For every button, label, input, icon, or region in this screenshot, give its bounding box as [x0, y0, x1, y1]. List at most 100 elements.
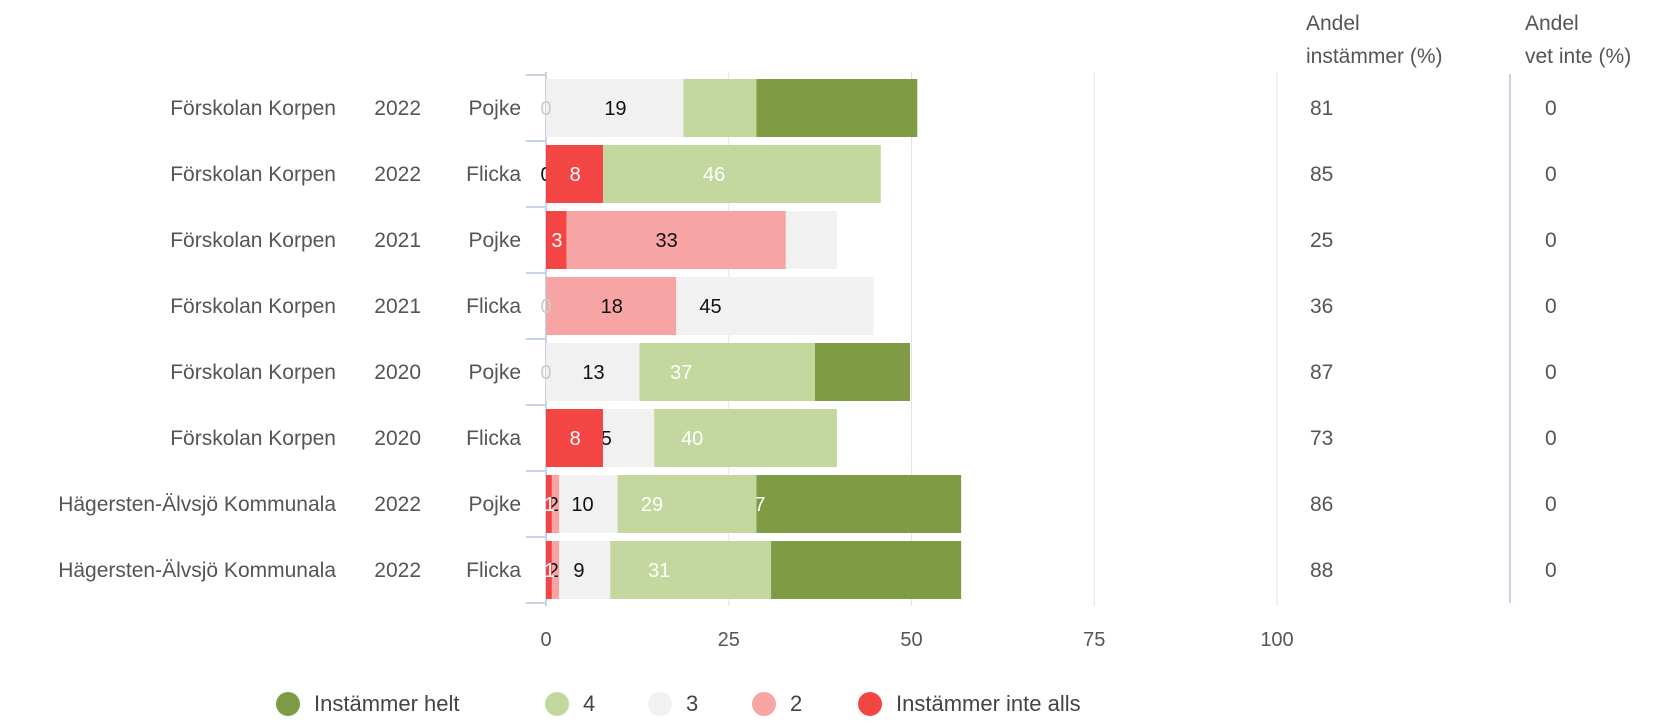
row-label-year: 2022 — [374, 163, 421, 186]
x-tick-label: 75 — [1083, 629, 1105, 651]
row-label-year: 2021 — [374, 229, 421, 252]
bar-value-label: 8 — [570, 428, 581, 450]
andel-vet-inte-value: 0 — [1545, 295, 1557, 318]
row-label-year: 2022 — [374, 97, 421, 120]
andel-instammer-value: 36 — [1310, 295, 1333, 318]
row-label-year: 2022 — [374, 559, 421, 582]
andel-vet-inte-value: 0 — [1545, 427, 1557, 450]
legend-swatch — [858, 692, 882, 716]
row-label-gender: Pojke — [468, 361, 521, 384]
row-label-gender: Pojke — [468, 493, 521, 516]
bar-value-label: 31 — [648, 560, 670, 582]
andel-instammer-value: 85 — [1310, 163, 1333, 186]
row-label-year: 2021 — [374, 295, 421, 318]
andel-vet-inte-value: 0 — [1545, 559, 1557, 582]
bar-value-label: 45 — [699, 296, 721, 318]
bar-value-label: 8 — [570, 164, 581, 186]
x-tick-label: 0 — [540, 629, 551, 651]
bar-value-label: 0 — [540, 296, 551, 318]
andel-instammer-value: 86 — [1310, 493, 1333, 516]
bar-value-label: 19 — [604, 98, 626, 120]
header-andel-vet-inte: Andel — [1525, 12, 1579, 35]
header-andel-instammer: Andel — [1306, 12, 1360, 35]
row-label-name: Förskolan Korpen — [170, 295, 336, 318]
bar-value-label: 10 — [571, 494, 593, 516]
row-label-year: 2022 — [374, 493, 421, 516]
legend-item: 2 — [752, 686, 802, 722]
legend-label: 4 — [583, 691, 596, 716]
row-label-name: Förskolan Korpen — [170, 427, 336, 450]
andel-instammer-value: 87 — [1310, 361, 1333, 384]
row-label-year: 2020 — [374, 361, 421, 384]
row-label-gender: Pojke — [468, 229, 521, 252]
side-values-group: 81 0 85 0 25 0 36 0 87 0 73 0 86 0 88 0 — [1310, 97, 1557, 582]
legend-item: Instämmer helt — [276, 686, 460, 722]
row-label-gender: Flicka — [466, 163, 521, 186]
row-label-name: Förskolan Korpen — [170, 361, 336, 384]
legend-swatch — [276, 692, 300, 716]
bar-value-label: 18 — [601, 296, 623, 318]
bar-value-label: 29 — [641, 494, 663, 516]
bar-segment — [546, 541, 552, 599]
bar-segment — [546, 409, 603, 467]
andel-vet-inte-value: 0 — [1545, 97, 1557, 120]
bar-value-label: 40 — [681, 428, 703, 450]
stacked-bar-chart: 5129190384680810154033392745180503713033… — [58, 12, 1631, 651]
bar-value-label: 33 — [655, 230, 677, 252]
row-label-name: Hägersten-Älvsjö Kommunala — [58, 493, 336, 516]
andel-vet-inte-value: 0 — [1545, 361, 1557, 384]
legend-swatch — [648, 692, 672, 716]
legend-item: 3 — [648, 686, 698, 722]
header-andel-vet-inte: vet inte (%) — [1525, 45, 1631, 68]
bar-segment — [546, 145, 603, 203]
row-label-name: Hägersten-Älvsjö Kommunala — [58, 559, 336, 582]
bar-segment — [546, 79, 684, 137]
bar-segment — [546, 211, 567, 269]
x-tick-labels: 0 25 50 75 100 — [540, 629, 1293, 651]
andel-instammer-value: 88 — [1310, 559, 1333, 582]
andel-vet-inte-value: 0 — [1545, 229, 1557, 252]
row-label-gender: Flicka — [466, 427, 521, 450]
header-andel-instammer: instämmer (%) — [1306, 45, 1443, 68]
legend-label: Instämmer helt — [314, 691, 460, 716]
bar-segment — [546, 343, 640, 401]
row-label-name: Förskolan Korpen — [170, 97, 336, 120]
bar-segment — [546, 211, 786, 269]
andel-vet-inte-value: 0 — [1545, 163, 1557, 186]
andel-vet-inte-value: 0 — [1545, 493, 1557, 516]
row-label-year: 2020 — [374, 427, 421, 450]
bars-group: 5129190384680810154033392745180503713033… — [540, 79, 962, 599]
andel-instammer-value: 25 — [1310, 229, 1333, 252]
bar-value-label: 13 — [582, 362, 604, 384]
bar-value-label: 1 — [544, 494, 555, 516]
andel-instammer-value: 81 — [1310, 97, 1333, 120]
bar-value-label: 2 — [548, 560, 559, 582]
x-tick-label: 50 — [900, 629, 922, 651]
bar-segment — [546, 277, 677, 335]
row-label-name: Förskolan Korpen — [170, 163, 336, 186]
legend-label: 2 — [790, 691, 803, 716]
bar-value-label: 3 — [551, 230, 562, 252]
legend-label: Instämmer inte alls — [896, 691, 1081, 716]
legend-swatch — [545, 692, 569, 716]
legend-label: 3 — [686, 691, 699, 716]
x-tick-label: 100 — [1260, 629, 1293, 651]
bar-value-label: 37 — [670, 362, 692, 384]
row-label-gender: Flicka — [466, 559, 521, 582]
bar-value-label: 0 — [540, 362, 551, 384]
bar-value-label: 9 — [573, 560, 584, 582]
row-label-gender: Flicka — [466, 295, 521, 318]
x-tick-label: 25 — [718, 629, 740, 651]
bar-value-label: 2 — [548, 494, 559, 516]
row-label-name: Förskolan Korpen — [170, 229, 336, 252]
row-labels-group: Förskolan Korpen 2022 Pojke Förskolan Korpe… — [58, 97, 521, 582]
andel-instammer-value: 73 — [1310, 427, 1333, 450]
column-headers: Andel instämmer (%) Andel vet inte (%) — [1306, 12, 1631, 68]
bar-value-label: 1 — [544, 560, 555, 582]
bar-value-label: 0 — [540, 98, 551, 120]
bar-value-label: 46 — [703, 164, 725, 186]
legend-item: Instämmer inte alls — [858, 686, 1081, 722]
bar-segment — [546, 475, 552, 533]
legend-swatch — [752, 692, 776, 716]
row-label-gender: Pojke — [468, 97, 521, 120]
